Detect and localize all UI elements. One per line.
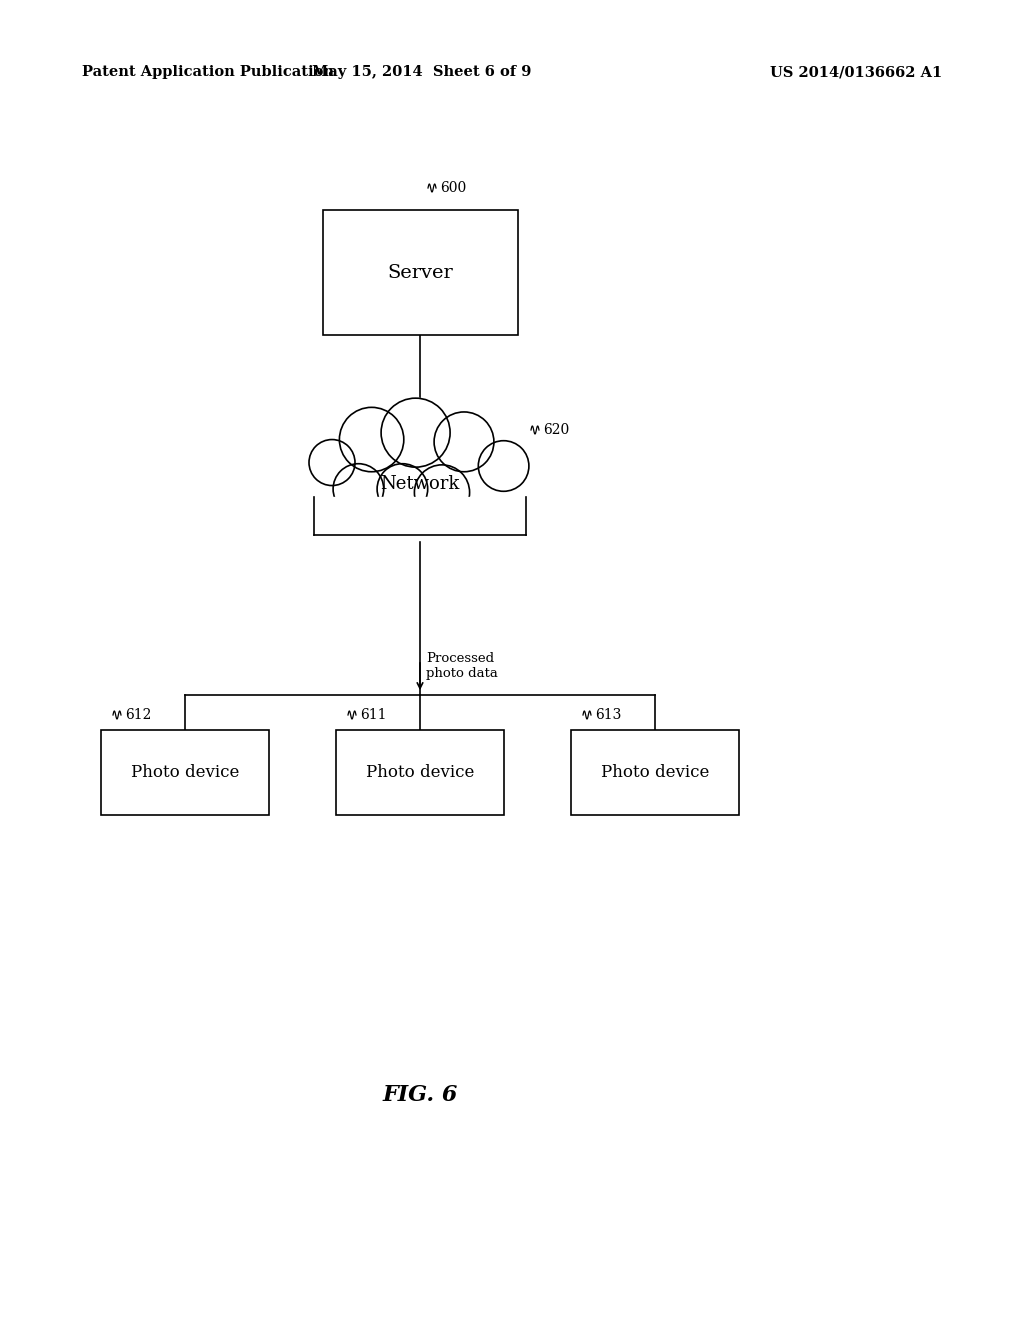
Text: Photo device: Photo device bbox=[601, 764, 710, 781]
Text: May 15, 2014  Sheet 6 of 9: May 15, 2014 Sheet 6 of 9 bbox=[312, 65, 531, 79]
Circle shape bbox=[333, 463, 384, 515]
Text: 612: 612 bbox=[125, 708, 152, 722]
Text: 613: 613 bbox=[595, 708, 622, 722]
Text: 600: 600 bbox=[440, 181, 466, 195]
Circle shape bbox=[434, 412, 494, 471]
Text: 611: 611 bbox=[360, 708, 386, 722]
Text: Patent Application Publication: Patent Application Publication bbox=[82, 65, 334, 79]
Bar bbox=[336, 730, 504, 814]
Circle shape bbox=[415, 465, 470, 520]
Circle shape bbox=[381, 399, 451, 467]
Text: photo data: photo data bbox=[426, 667, 498, 680]
Circle shape bbox=[377, 463, 428, 515]
Text: Photo device: Photo device bbox=[131, 764, 240, 781]
Circle shape bbox=[339, 408, 403, 471]
Text: Server: Server bbox=[387, 264, 453, 281]
Bar bbox=[323, 210, 517, 335]
Text: Photo device: Photo device bbox=[366, 764, 474, 781]
Text: Network: Network bbox=[380, 475, 460, 494]
Bar bbox=[284, 498, 556, 540]
Text: FIG. 6: FIG. 6 bbox=[382, 1084, 458, 1106]
Circle shape bbox=[309, 440, 355, 486]
Bar bbox=[571, 730, 739, 814]
Bar bbox=[101, 730, 269, 814]
Text: 620: 620 bbox=[543, 422, 569, 437]
Text: Processed: Processed bbox=[426, 652, 495, 665]
Circle shape bbox=[478, 441, 529, 491]
Text: US 2014/0136662 A1: US 2014/0136662 A1 bbox=[770, 65, 942, 79]
